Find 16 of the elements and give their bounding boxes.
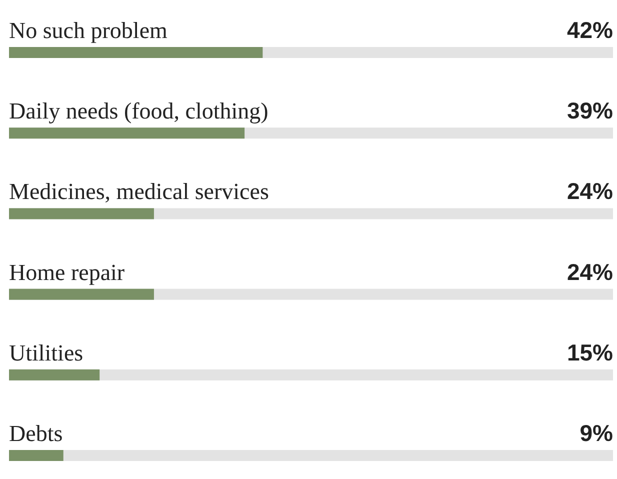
data-label: 42% — [566, 17, 613, 43]
data-label: 9% — [580, 420, 613, 446]
bar — [9, 208, 154, 220]
data-label: 15% — [566, 339, 613, 366]
bar — [9, 450, 64, 461]
y-tick-label: Home repair — [9, 260, 125, 285]
y-tick-label: No such problem — [9, 18, 168, 43]
y-tick-label: Debts — [9, 421, 63, 446]
y-tick-label: Daily needs (food, clothing) — [9, 98, 268, 124]
bar — [9, 288, 154, 300]
bar — [9, 369, 100, 380]
y-tick-label: Medicines, medical services — [9, 179, 269, 204]
data-label: 24% — [566, 258, 613, 285]
data-label: 39% — [566, 98, 613, 124]
data-label: 24% — [566, 178, 613, 204]
y-tick-label: Utilities — [9, 340, 84, 366]
